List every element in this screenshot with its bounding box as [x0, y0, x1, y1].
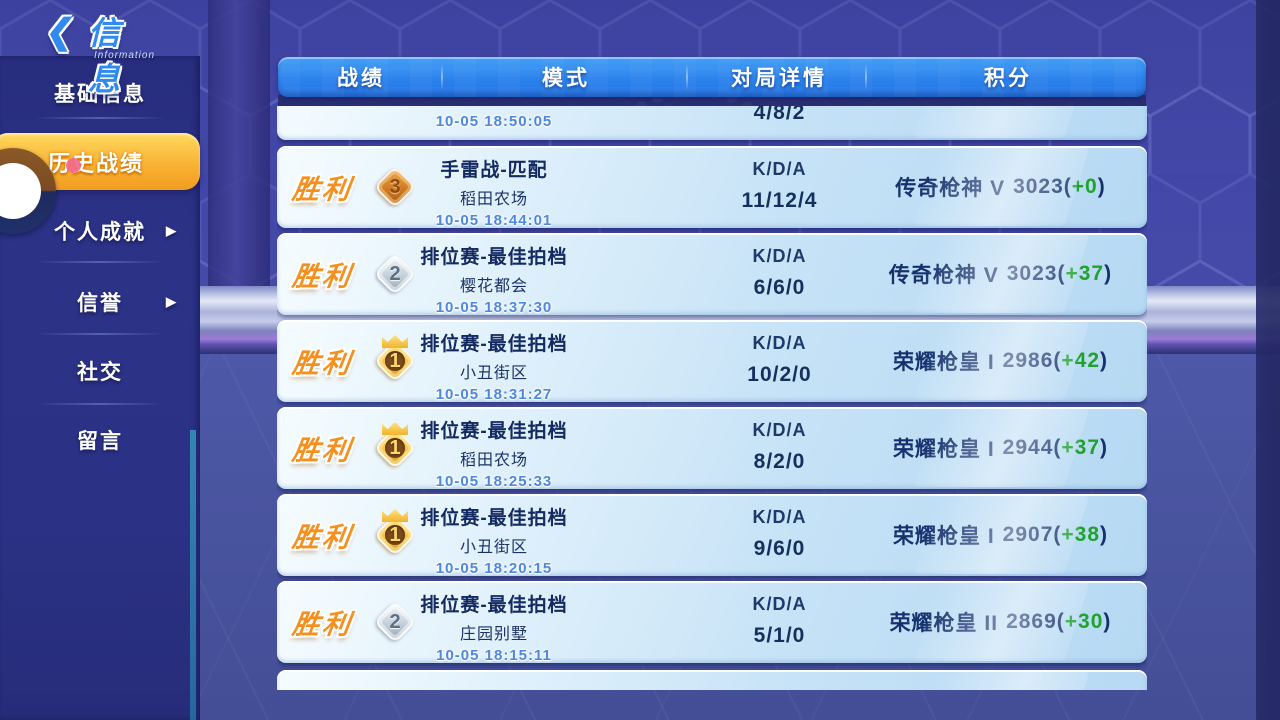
match-time: 10-05 18:20:15	[435, 560, 553, 577]
column-divider	[441, 64, 443, 90]
match-row-partial-bottom[interactable]	[277, 670, 1147, 690]
kda-value: 6/6/0	[753, 276, 806, 299]
kda-value: 11/12/4	[741, 189, 818, 212]
record-columns-header: 战绩 模式 对局详情 积分	[278, 57, 1146, 97]
victory-label: 胜利	[290, 348, 355, 379]
match-row[interactable]: 胜利 1 排位赛-最佳拍档 小丑街区 10-05 18:20:15 K/D/A …	[277, 494, 1147, 577]
sidebar-item-label: 留言	[77, 430, 123, 453]
sidebar-divider	[35, 403, 165, 405]
kda-value: 5/1/0	[753, 624, 806, 647]
kda-value: 9/6/0	[753, 537, 806, 560]
page-subtitle: Information	[94, 50, 156, 61]
match-row[interactable]: 胜利 1 排位赛-最佳拍档 稻田农场 10-05 18:25:33 K/D/A …	[277, 407, 1147, 490]
rank-points: 传奇枪神 V 3023(+37)	[888, 262, 1113, 287]
map-name: 小丑街区	[459, 539, 528, 556]
kda-label: K/D/A	[752, 333, 807, 353]
victory-label: 胜利	[290, 435, 355, 466]
column-header-details: 对局详情	[731, 67, 827, 90]
pink-dot-decoration	[66, 158, 81, 173]
rank-points: 荣耀枪皇 I 2907(+38)	[892, 523, 1108, 548]
medal-icon: 1	[372, 335, 418, 384]
sidebar-item-label: 信誉	[77, 292, 123, 315]
match-row[interactable]: 胜利 2 排位赛-最佳拍档 樱花都会 10-05 18:37:30 K/D/A …	[277, 233, 1147, 316]
background-right-edge	[1256, 0, 1280, 720]
sidebar-item-label: 社交	[77, 361, 123, 384]
kda-label: K/D/A	[752, 246, 807, 266]
sidebar-item-messages[interactable]: 留言	[0, 418, 200, 462]
back-chevron-icon: ❮	[43, 13, 78, 51]
sidebar-item-label: 基础信息	[54, 83, 146, 106]
rank-points: 传奇枪神 V 3023(+0)	[895, 175, 1106, 200]
map-name: 稻田农场	[459, 191, 528, 208]
chevron-right-icon: ▶	[166, 294, 178, 309]
map-name: 庄园别墅	[459, 626, 528, 643]
sidebar-item-label: 历史战绩	[47, 150, 144, 176]
mode-name: 排位赛-最佳拍档	[420, 595, 568, 616]
mode-name: 排位赛-最佳拍档	[420, 334, 568, 355]
match-row-partial-top[interactable]: 10-05 18:50:05 4/8/2	[277, 106, 1147, 140]
column-header-points: 积分	[984, 67, 1032, 90]
match-time: 10-05 18:25:33	[435, 473, 553, 490]
medal-icon: 1	[372, 509, 418, 558]
kda-label: K/D/A	[752, 420, 807, 440]
kda-value: 10/2/0	[747, 363, 812, 386]
victory-label: 胜利	[290, 522, 355, 553]
sidebar-item-basic-info[interactable]: 基础信息	[0, 71, 200, 115]
column-header-record: 战绩	[337, 67, 385, 90]
chevron-right-icon: ▶	[166, 223, 178, 238]
match-history-list[interactable]: 10-05 18:50:05 4/8/2 胜利 3 手雷战-匹配 稻田农场 10…	[277, 106, 1147, 690]
medal-icon: 2	[372, 599, 418, 645]
rank-points: 荣耀枪皇 I 2986(+42)	[892, 349, 1108, 374]
column-divider	[686, 64, 688, 90]
kda-value: 4/8/2	[753, 106, 806, 124]
victory-label: 胜利	[290, 261, 355, 292]
map-name: 稻田农场	[459, 452, 528, 469]
match-time: 10-05 18:37:30	[435, 299, 553, 316]
mode-name: 排位赛-最佳拍档	[420, 247, 568, 268]
sidebar-item-reputation[interactable]: 信誉 ▶	[0, 280, 200, 324]
sidebar-divider	[35, 117, 165, 119]
column-divider	[865, 64, 867, 90]
sidebar-item-social[interactable]: 社交	[0, 349, 200, 393]
mode-name: 排位赛-最佳拍档	[420, 508, 568, 529]
sidebar-item-label: 个人成就	[54, 221, 146, 244]
match-time: 10-05 18:50:05	[435, 113, 553, 130]
rank-points: 荣耀枪皇 II 2869(+30)	[889, 610, 1112, 635]
medal-icon: 2	[372, 251, 418, 297]
rank-points: 荣耀枪皇 I 2944(+37)	[892, 436, 1108, 461]
match-time: 10-05 18:31:27	[435, 386, 553, 403]
medal-icon: 3	[372, 164, 418, 210]
mode-name: 排位赛-最佳拍档	[420, 421, 568, 442]
match-row[interactable]: 胜利 1 排位赛-最佳拍档 小丑街区 10-05 18:31:27 K/D/A …	[277, 320, 1147, 403]
map-name: 樱花都会	[459, 278, 528, 295]
background-cyan-line	[190, 430, 196, 720]
map-name: 小丑街区	[459, 365, 528, 382]
medal-icon: 1	[372, 422, 418, 471]
kda-value: 8/2/0	[753, 450, 806, 473]
victory-label: 胜利	[290, 609, 355, 640]
mode-name: 手雷战-匹配	[440, 160, 548, 181]
victory-label: 胜利	[290, 174, 355, 205]
column-header-mode: 模式	[542, 67, 590, 90]
match-time: 10-05 18:15:11	[436, 647, 552, 664]
sidebar-item-achievements[interactable]: 个人成就 ▶	[0, 209, 200, 253]
kda-label: K/D/A	[752, 507, 807, 527]
match-time: 10-05 18:44:01	[435, 212, 553, 229]
kda-label: K/D/A	[752, 594, 807, 614]
kda-label: K/D/A	[752, 159, 807, 179]
match-row[interactable]: 胜利 2 排位赛-最佳拍档 庄园别墅 10-05 18:15:11 K/D/A …	[277, 581, 1147, 664]
page-title: 信息	[88, 15, 124, 97]
sidebar-divider	[35, 261, 165, 263]
match-row[interactable]: 胜利 3 手雷战-匹配 稻田农场 10-05 18:44:01 K/D/A 11…	[277, 146, 1147, 229]
sidebar-divider	[35, 333, 165, 335]
